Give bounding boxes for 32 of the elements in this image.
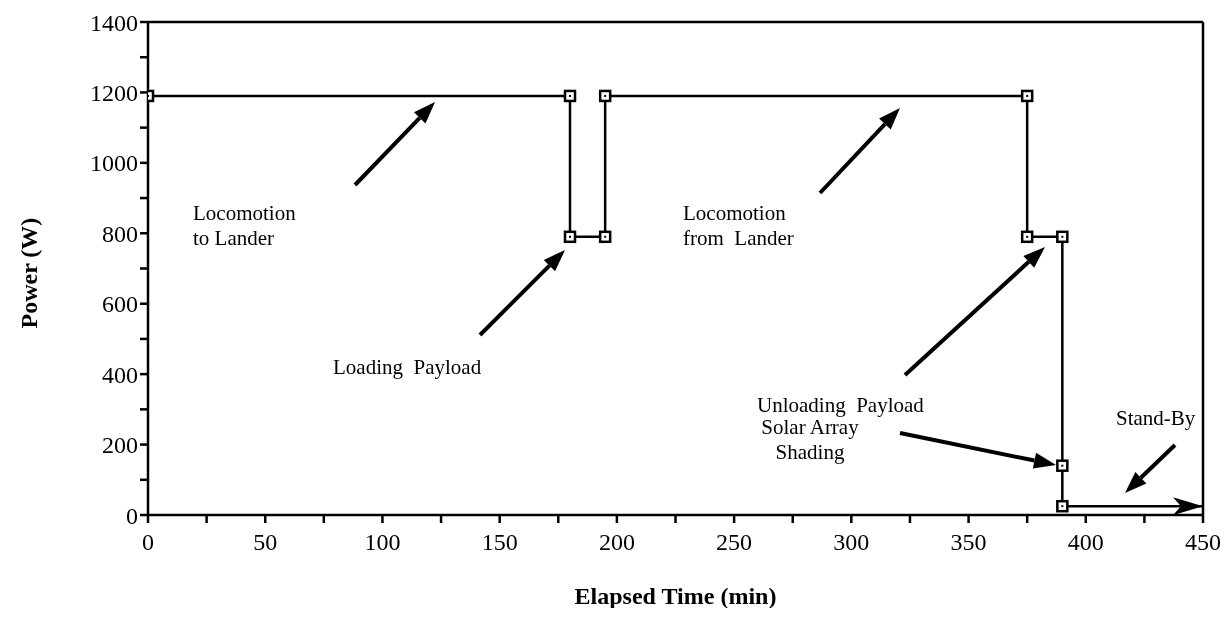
y-tick-label: 400 bbox=[102, 361, 138, 388]
y-tick-label: 1000 bbox=[90, 150, 138, 177]
x-tick-label: 100 bbox=[364, 529, 401, 556]
x-tick-label: 400 bbox=[1067, 529, 1104, 556]
annotation: Loading Payload bbox=[333, 355, 482, 379]
y-tick-label: 200 bbox=[102, 432, 138, 459]
y-tick-label: 800 bbox=[102, 220, 138, 247]
point bbox=[1056, 230, 1069, 244]
x-tick-label: 450 bbox=[1185, 529, 1221, 556]
y-tick-label: 1200 bbox=[90, 79, 138, 106]
annotation: Stand-By bbox=[1116, 406, 1196, 430]
annotation: Unloading Payload bbox=[757, 393, 925, 417]
x-tick-label: 250 bbox=[716, 529, 753, 556]
y-tick-label: 600 bbox=[102, 291, 138, 318]
x-tick-label: 150 bbox=[481, 529, 518, 556]
point bbox=[1020, 89, 1034, 103]
point bbox=[1056, 499, 1069, 513]
x-tick-label: 300 bbox=[833, 529, 870, 556]
x-tick-label: 200 bbox=[598, 529, 635, 556]
y-axis-title: Power (W) bbox=[15, 217, 42, 329]
point bbox=[1056, 459, 1069, 472]
y-tick-label: 1400 bbox=[90, 9, 138, 36]
x-tick-label: 50 bbox=[253, 529, 278, 556]
x-tick-label: 350 bbox=[950, 529, 987, 556]
point bbox=[563, 89, 577, 103]
point bbox=[563, 230, 577, 244]
annotation: Locomotion from Lander bbox=[683, 201, 794, 250]
point bbox=[598, 89, 612, 103]
point bbox=[1020, 230, 1034, 244]
y-tick-label: 0 bbox=[126, 502, 138, 529]
annotation: Locomotion to Lander bbox=[193, 201, 297, 250]
point bbox=[598, 230, 612, 244]
